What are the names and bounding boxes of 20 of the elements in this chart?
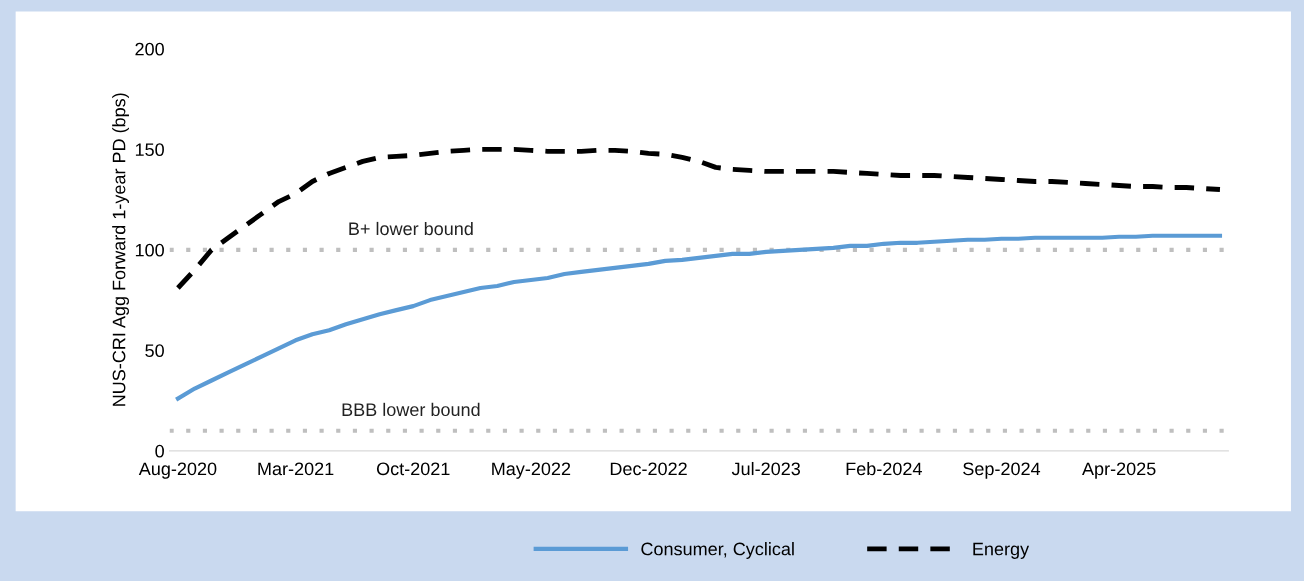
- x-tick-label: Dec-2022: [610, 462, 687, 476]
- x-tick-label: May-2022: [492, 462, 571, 479]
- ref-line-label: B+ lower bound: [349, 221, 473, 236]
- x-tick-label: Sep-2024: [963, 462, 1041, 479]
- x-tick-label: Mar-2021: [258, 462, 334, 476]
- legend-label: Consumer, Cyclical: [641, 542, 794, 559]
- y-tick-label: 0: [155, 444, 164, 458]
- y-axis-title: NUS-CRI Agg Forward 1-year PD (bps): [112, 93, 129, 406]
- x-tick-label: Feb-2024: [846, 461, 922, 476]
- y-tick-label: 200: [135, 42, 164, 56]
- x-tick-label: Jul-2023: [731, 461, 801, 476]
- y-tick-label: 150: [135, 143, 164, 157]
- x-tick-label: Oct-2021: [376, 462, 450, 476]
- line-series: [175, 146, 1223, 291]
- legend-label: Energy: [973, 542, 1030, 559]
- ref-line-label: BBB lower bound: [342, 402, 480, 417]
- x-tick-label: Aug-2020: [138, 462, 217, 479]
- x-tick-label: Apr-2025: [1082, 462, 1156, 479]
- y-tick-label: 50: [145, 344, 164, 358]
- y-tick-label: 100: [135, 243, 164, 257]
